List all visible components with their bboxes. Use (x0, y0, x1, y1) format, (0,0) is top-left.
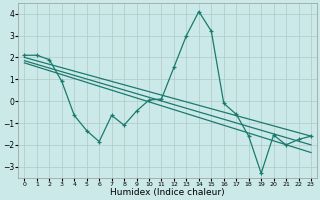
X-axis label: Humidex (Indice chaleur): Humidex (Indice chaleur) (110, 188, 225, 197)
